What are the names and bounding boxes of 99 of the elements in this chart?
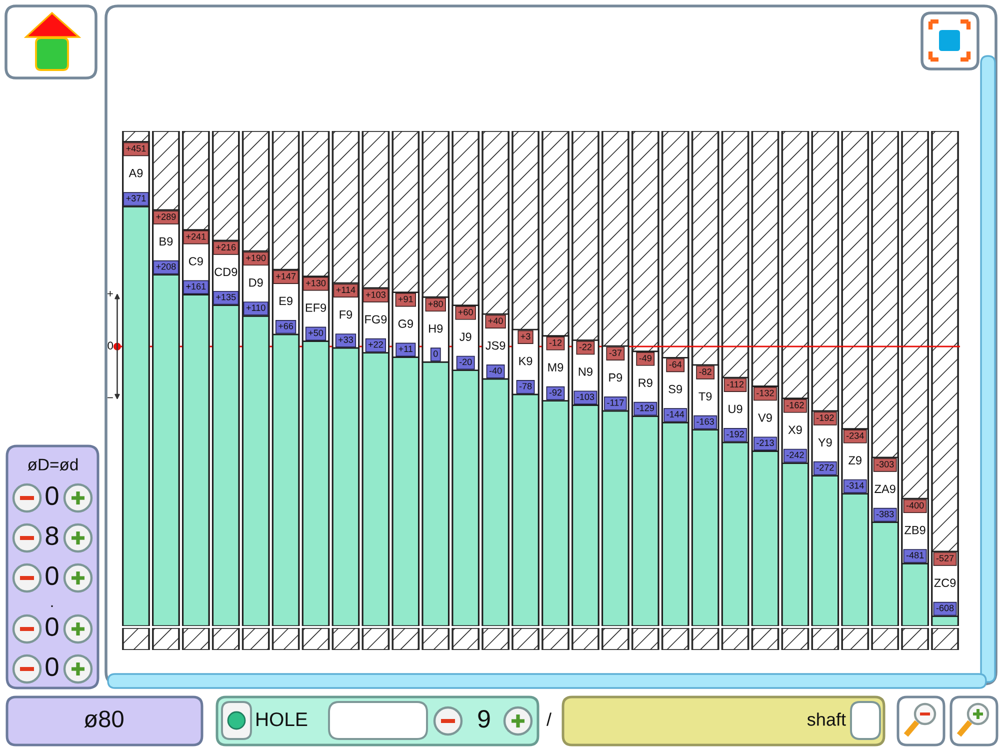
x-tick-label: B9 [160,237,173,246]
x-tick-label: J9 [460,332,472,341]
annotation: -400 [906,502,924,509]
annotation: -82 [699,368,712,375]
x-tick-label: R9 [638,378,652,387]
annotation: +80 [428,300,443,308]
x-tick-label: CD9 [214,268,238,276]
annotation: +241 [186,233,206,240]
annotation: -20 [459,358,472,366]
annotation: +135 [216,294,236,300]
annotation: -162 [786,402,804,408]
annotation: +103 [366,292,386,298]
annotation: -49 [639,354,652,362]
x-tick-label: F9 [340,310,352,319]
annotation: +289 [156,214,176,220]
x-tick-label: D9 [249,278,263,287]
annotation: -12 [549,339,562,346]
annotation: -40 [489,367,502,374]
x-tick-label: P9 [609,373,622,382]
text: øD=ød [28,458,78,471]
annotation: -303 [876,461,894,468]
x-tick-label: FG9 [365,315,387,324]
annotation: +66 [278,322,294,330]
text: − [108,397,113,398]
annotation: -213 [756,440,774,446]
text: 8 [46,526,58,546]
annotation: -144 [666,411,684,418]
x-tick-label: EF9 [306,304,326,312]
annotation: +33 [338,336,353,343]
text: HOLE [256,712,308,726]
annotation: +216 [216,244,236,250]
annotation: +50 [308,330,324,336]
x-tick-label: T9 [698,392,712,401]
annotation: -192 [816,414,834,421]
annotation: -129 [636,404,654,412]
annotation: +190 [246,254,266,262]
text: 0 [46,617,58,636]
x-tick-label: ZC9 [934,578,956,588]
annotation: +22 [368,341,383,348]
text: shaft [807,712,846,726]
text: . [51,605,53,607]
x-tick-label: S9 [668,384,682,394]
annotation: -234 [846,432,864,439]
annotation: -163 [696,418,714,425]
x-tick-label: Y9 [818,438,832,447]
annotation: -527 [936,554,954,562]
annotation: -103 [576,394,594,400]
text: 0 [46,566,58,586]
text: + [108,290,113,296]
x-tick-label: M9 [548,363,564,372]
annotation: +130 [306,280,326,286]
x-tick-label: Z9 [848,456,862,464]
x-tick-label: E9 [280,296,292,306]
x-tick-label: K9 [519,356,532,366]
annotation: -112 [726,381,744,388]
x-tick-label: ZB9 [904,526,926,534]
annotation: -37 [609,350,622,356]
annotation: -272 [816,464,834,471]
annotation: +3 [520,333,530,340]
annotation: -22 [579,344,592,350]
annotation: -78 [519,382,532,390]
annotation: +60 [458,308,473,316]
x-tick-label: G9 [398,320,413,328]
annotation: -481 [906,552,924,558]
annotation: -64 [669,361,682,368]
x-tick-label: A9 [128,168,143,178]
annotation: +208 [156,263,176,270]
x-tick-label: JS9 [486,341,506,350]
annotation: +161 [186,283,206,290]
annotation: +11 [398,346,413,352]
text: 0 [46,486,58,506]
annotation: -608 [936,604,954,612]
x-tick-label: U9 [728,404,742,414]
text: 9 [478,710,490,728]
annotation: +110 [246,304,266,311]
x-tick-label: X9 [788,426,802,434]
annotation: +451 [126,145,146,152]
annotation: 0 [433,350,438,357]
text: ø80 [84,710,124,728]
x-tick-label: N9 [578,367,592,376]
annotation: -92 [549,389,562,396]
annotation: +114 [336,286,356,293]
text: / [546,712,552,726]
annotation: -314 [846,482,864,489]
annotation: +147 [276,273,296,280]
x-tick-label: ZA9 [874,484,896,494]
x-tick-label: V9 [758,414,772,422]
x-tick-label: H9 [429,324,443,333]
x-tick-label: C9 [188,257,203,266]
text: 0 [46,657,58,676]
annotation: +91 [398,296,413,302]
annotation: -242 [786,452,804,458]
text: 0 [108,342,114,350]
annotation: -192 [726,430,744,438]
annotation: +40 [488,318,503,324]
annotation: -383 [876,510,894,518]
annotation: +371 [126,195,146,202]
annotation: -117 [607,400,624,406]
annotation: -132 [756,390,774,396]
